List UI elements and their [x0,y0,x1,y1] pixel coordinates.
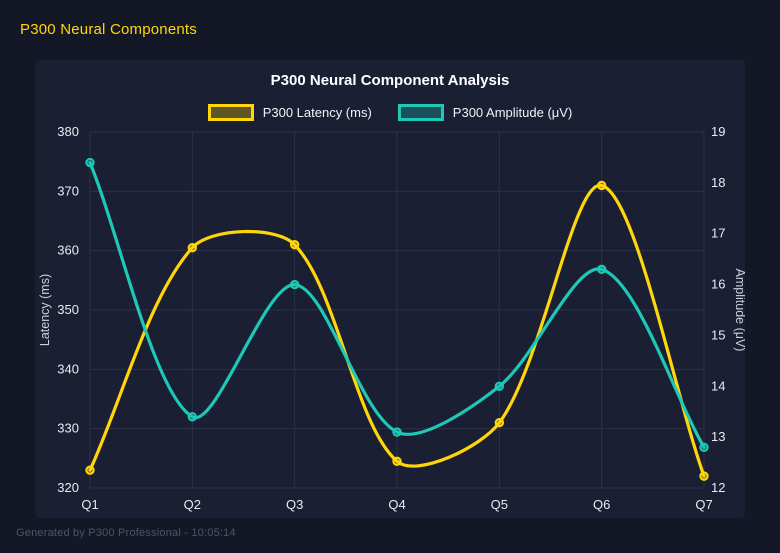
legend-swatch-amplitude [397,104,444,121]
x-axis-tick: Q2 [184,497,201,512]
y-axis-tick-left: 370 [57,183,79,198]
data-point-amplitude-Q1[interactable] [85,157,95,168]
x-axis-tick: Q3 [286,497,303,512]
data-point-latency-Q4[interactable] [392,456,402,466]
data-point-amplitude-Q3[interactable] [289,279,300,290]
y-axis-tick-left: 350 [57,302,79,317]
y-axis-tick-right: 12 [711,480,725,495]
data-point-amplitude-Q2[interactable] [187,412,198,422]
series-line-amplitude [88,160,706,449]
chart-legend: P300 Latency (ms) P300 Amplitude (μV) [35,104,745,121]
y-axis-tick-right: 17 [711,226,725,241]
axis-title-right: Amplitude (μV) [733,269,745,352]
data-point-latency-Q2[interactable] [187,242,198,253]
x-axis-tick: Q4 [388,497,405,512]
data-point-amplitude-Q7[interactable] [699,442,709,453]
y-axis-tick-right: 19 [711,124,725,139]
y-axis-tick-left: 380 [57,124,79,139]
chart-canvas: 320 330 340 350 360 370 380 12 13 14 15 16 17 18 19 Q1 Q… [38,124,745,512]
data-point-latency-Q5[interactable] [494,418,505,428]
y-axis-tick-left: 330 [57,421,79,436]
data-point-latency-Q6[interactable] [596,180,607,191]
data-point-amplitude-Q5[interactable] [494,381,505,391]
y-axis-tick-left: 320 [57,480,79,495]
legend-label: P300 Latency (ms) [262,105,372,120]
chart-card: 320 330 340 350 360 370 380 12 13 14 15 16 17 18 19 Q1 Q… [35,60,745,518]
footer-text: Generated by P300 Professional - 10:05:1… [16,527,236,539]
legend-label: P300 Amplitude (μV) [452,105,573,120]
y-axis-tick-right: 14 [711,378,725,393]
y-axis-tick-right: 13 [711,429,725,444]
legend-swatch-latency [207,104,254,121]
data-point-latency-Q1[interactable] [85,465,95,475]
series-line-latency [88,183,706,478]
y-axis-tick-right: 16 [711,277,725,292]
x-axis-tick: Q6 [593,497,610,512]
data-point-latency-Q7[interactable] [699,471,709,481]
axis-title-left: Latency (ms) [38,274,52,346]
y-axis-tick-left: 360 [57,243,79,258]
legend-item-amplitude[interactable]: P300 Amplitude (μV) [397,104,573,121]
chart-title: P300 Neural Component Analysis [270,72,510,89]
y-axis-tick-right: 18 [711,175,725,190]
legend-item-latency[interactable]: P300 Latency (ms) [207,104,372,121]
x-axis-tick: Q1 [81,497,98,512]
data-point-amplitude-Q6[interactable] [596,264,607,275]
y-axis-tick-right: 15 [711,327,725,342]
data-point-amplitude-Q4[interactable] [392,427,402,437]
x-axis-tick: Q7 [695,497,712,512]
y-axis-tick-left: 340 [57,361,79,376]
data-point-latency-Q3[interactable] [289,240,300,250]
x-axis-tick: Q5 [491,497,508,512]
app-header-title: P300 Neural Components [20,21,198,38]
